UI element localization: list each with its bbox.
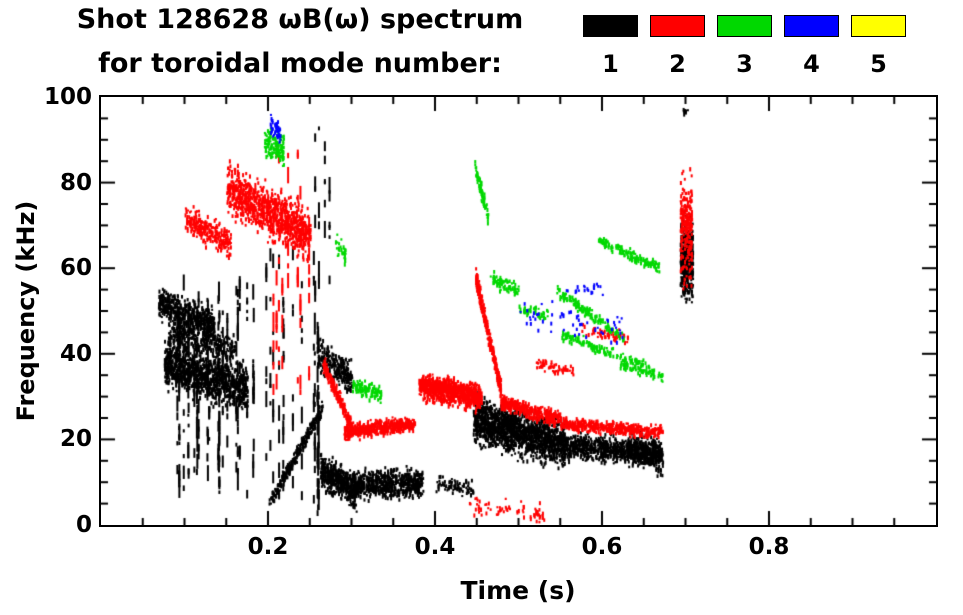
y-tick-label: 80: [59, 170, 92, 196]
y-axis-title: Frequency (kHz): [12, 200, 40, 422]
legend-swatch: [851, 15, 906, 37]
y-tick-label: 20: [59, 426, 92, 452]
legend-label: 4: [803, 50, 820, 78]
legend-swatch: [717, 15, 772, 37]
legend-label: 2: [669, 50, 686, 78]
plot-area: [99, 95, 938, 527]
legend-label: 1: [602, 50, 619, 78]
x-tick-label: 0.4: [414, 534, 456, 560]
legend-labels: 1 2 3 4 5: [583, 50, 918, 78]
legend: [583, 15, 918, 37]
x-tick-label: 0.2: [247, 534, 289, 560]
spectrogram-canvas: [101, 97, 936, 525]
chart-title: Shot 128628 ωB(ω) spectrum: [76, 4, 524, 35]
legend-swatch: [650, 15, 705, 37]
legend-label: 5: [870, 50, 887, 78]
x-tick-label: 0.8: [748, 534, 790, 560]
legend-swatch: [583, 15, 638, 37]
y-tick-label: 40: [59, 341, 92, 367]
x-tick-label: 0.6: [581, 534, 623, 560]
legend-label: 3: [736, 50, 753, 78]
x-axis-title: Time (s): [460, 576, 576, 605]
y-tick-label: 60: [59, 255, 92, 281]
legend-swatch: [784, 15, 839, 37]
y-tick-label: 0: [75, 512, 92, 538]
y-tick-label: 100: [43, 84, 92, 110]
chart-subtitle: for toroidal mode number:: [98, 48, 502, 79]
